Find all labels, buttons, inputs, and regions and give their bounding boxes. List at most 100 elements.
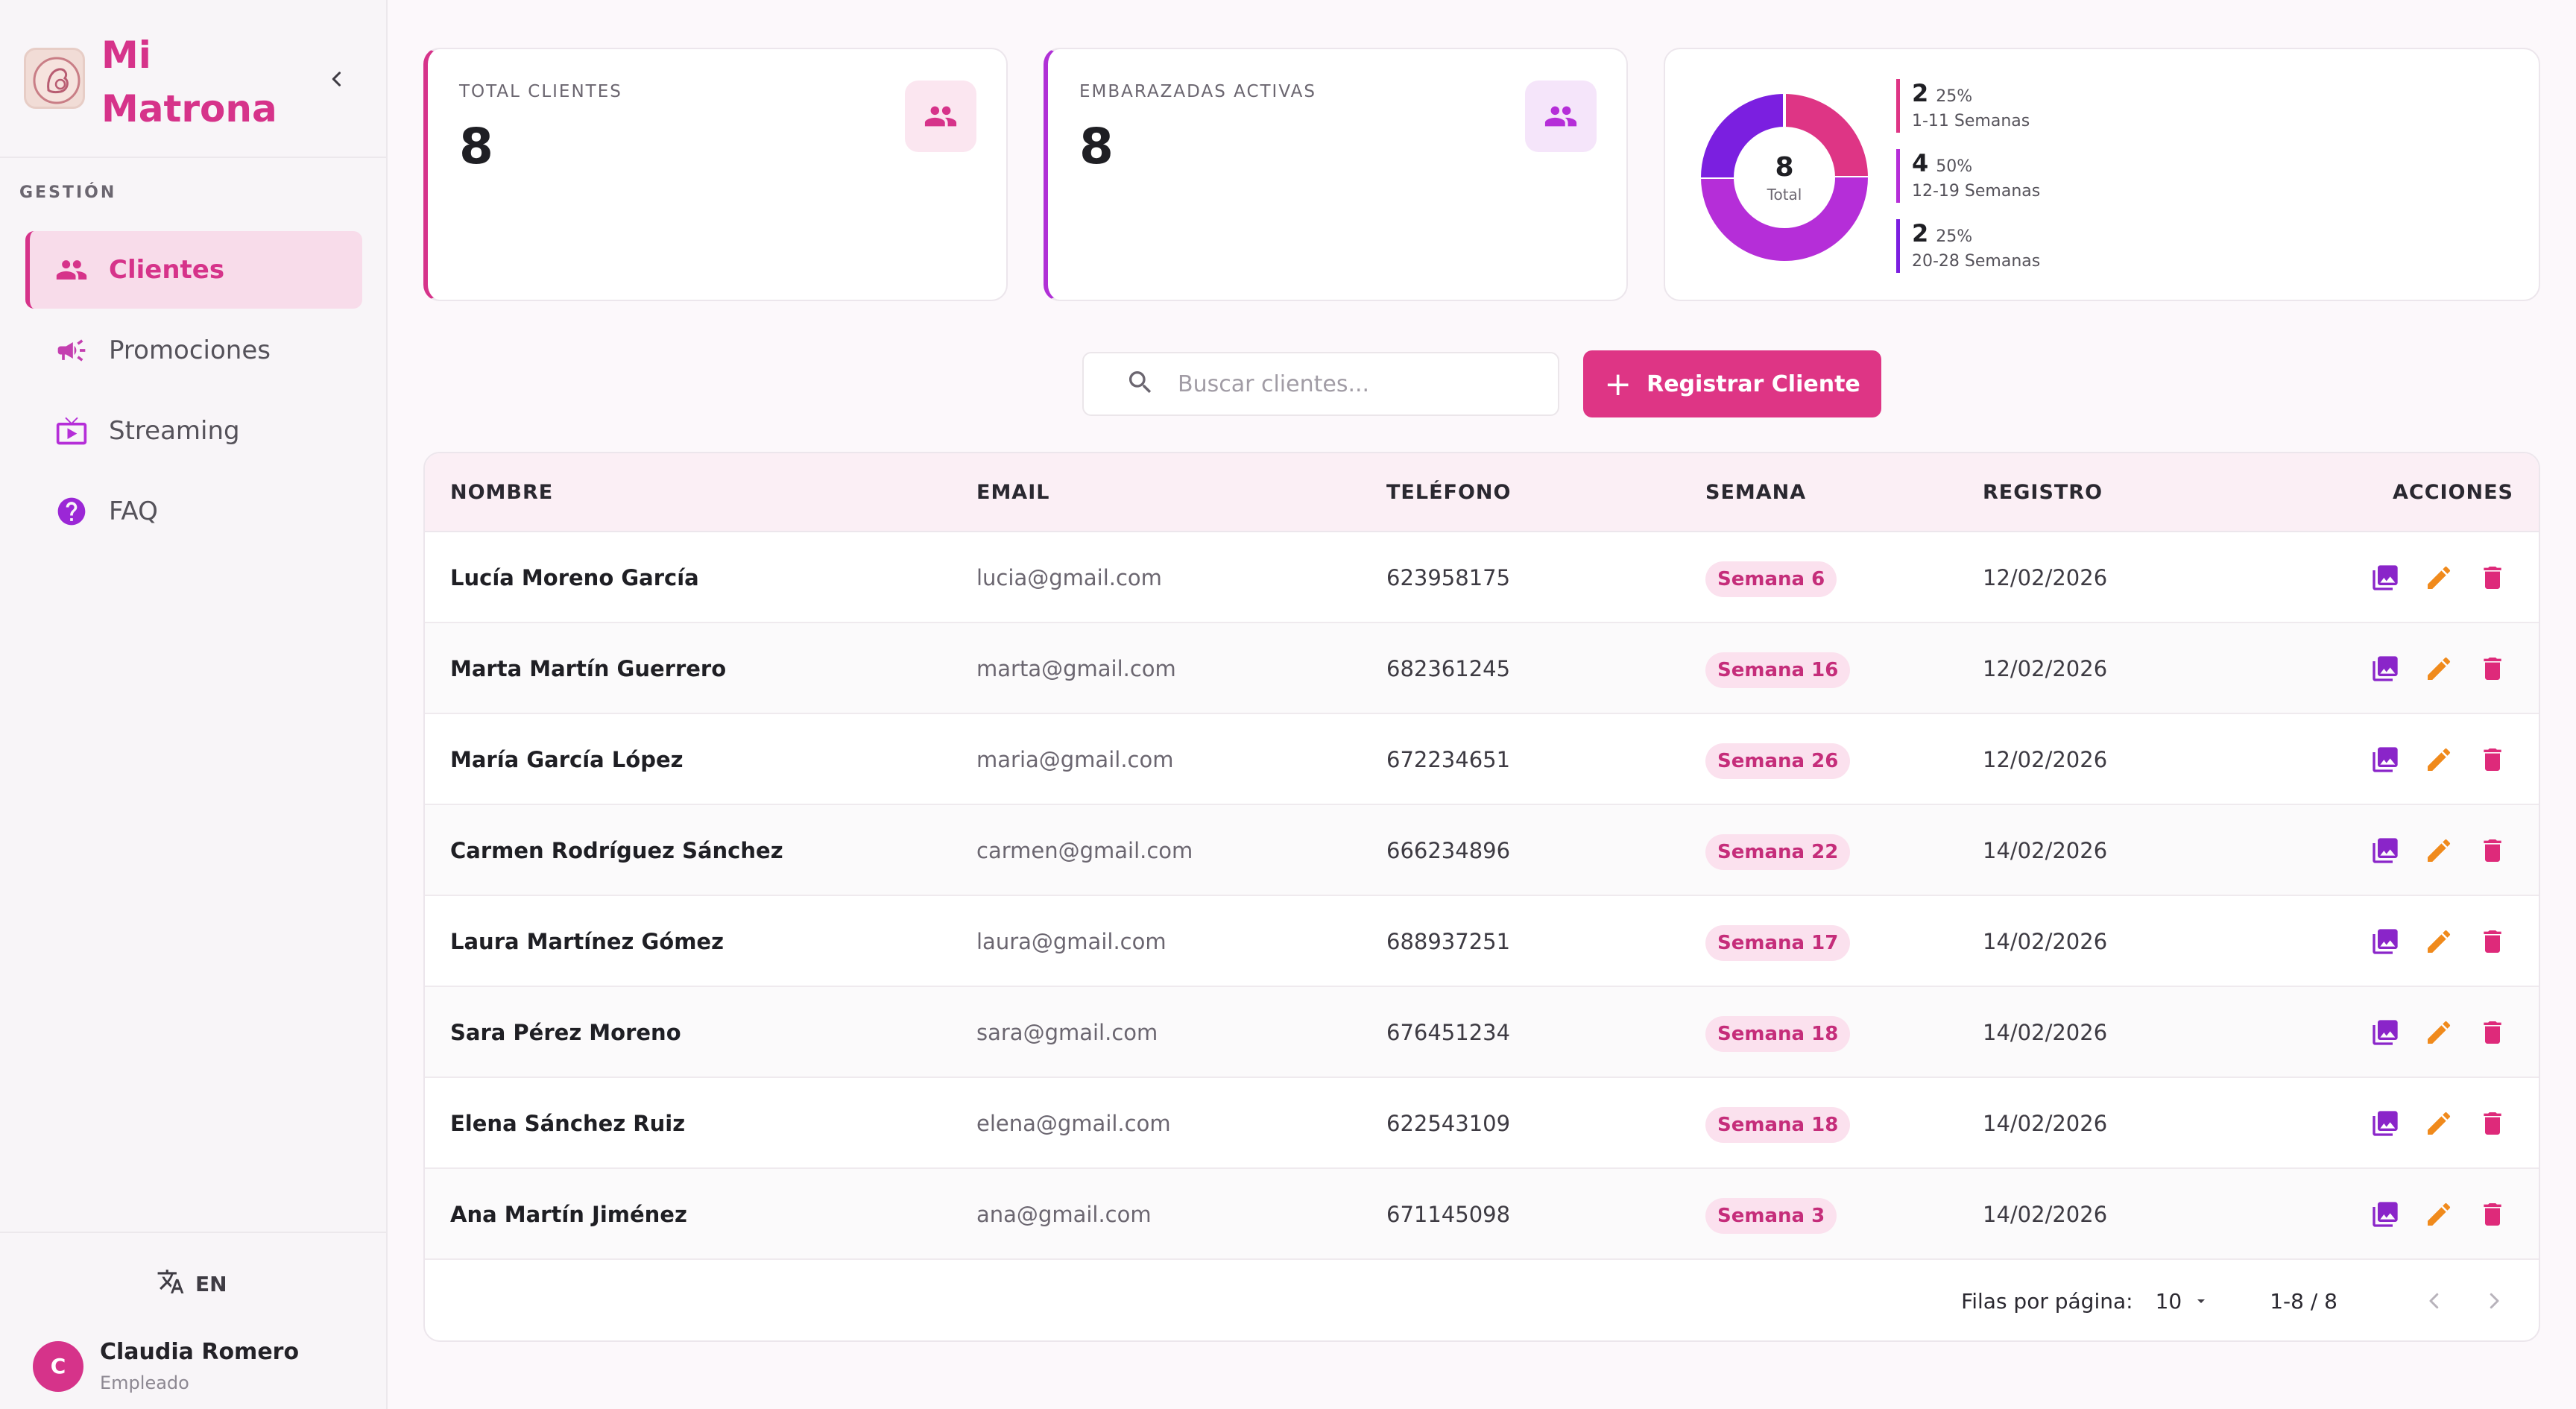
stat-label: TOTAL CLIENTES — [459, 82, 622, 101]
delete-trash-icon[interactable] — [2476, 1198, 2509, 1231]
photo-library-icon[interactable] — [2369, 743, 2402, 776]
sidebar-item-streaming[interactable]: Streaming — [25, 392, 362, 470]
edit-pencil-icon[interactable] — [2422, 834, 2455, 867]
client-phone: 623958175 — [1386, 565, 1511, 590]
chevron-left-icon — [2429, 1293, 2439, 1309]
edit-pencil-icon[interactable] — [2422, 561, 2455, 594]
divider — [0, 157, 386, 158]
photo-library-icon[interactable] — [2369, 1107, 2402, 1140]
search-input[interactable] — [1178, 371, 1535, 397]
row-actions — [2348, 1078, 2509, 1169]
table-row[interactable]: María García López maria@gmail.com 6722346… — [425, 714, 2539, 805]
edit-pencil-icon[interactable] — [2422, 1016, 2455, 1049]
donut-total-value: 8 — [1775, 151, 1794, 183]
photo-library-icon[interactable] — [2369, 652, 2402, 685]
row-actions — [2348, 714, 2509, 805]
delete-trash-icon[interactable] — [2476, 1016, 2509, 1049]
language-switch[interactable]: EN — [157, 1267, 227, 1301]
collapse-sidebar-button[interactable] — [321, 63, 353, 95]
next-page-button[interactable] — [2479, 1286, 2509, 1316]
column-header-email[interactable]: EMAIL — [976, 481, 1050, 504]
delete-trash-icon[interactable] — [2476, 834, 2509, 867]
rows-per-page-select[interactable]: 10 — [2156, 1289, 2211, 1314]
table-row[interactable]: Elena Sánchez Ruiz elena@gmail.com 6225431… — [425, 1078, 2539, 1169]
sidebar-item-faq[interactable]: FAQ — [25, 473, 362, 550]
delete-trash-icon[interactable] — [2476, 1107, 2509, 1140]
photo-library-icon[interactable] — [2369, 561, 2402, 594]
search-box[interactable] — [1082, 352, 1559, 416]
section-label: GESTIÓN — [19, 183, 117, 202]
table-row[interactable]: Ana Martín Jiménez ana@gmail.com 671145098… — [425, 1169, 2539, 1260]
donut-slice — [1701, 177, 1868, 261]
clients-table: NOMBRE EMAIL TELÉFONO SEMANA REGISTRO AC… — [423, 452, 2540, 1342]
delete-trash-icon[interactable] — [2476, 561, 2509, 594]
week-distribution-card: 8 Total 2 25% 1-11 Semanas 4 50% 12-19 S… — [1664, 48, 2540, 301]
client-phone: 622543109 — [1386, 1111, 1511, 1136]
chart-legend: 2 25% 1-11 Semanas 4 50% 12-19 Semanas 2… — [1896, 79, 2040, 289]
people-icon — [54, 252, 89, 288]
delete-trash-icon[interactable] — [2476, 652, 2509, 685]
edit-pencil-icon[interactable] — [2422, 652, 2455, 685]
translate-icon — [157, 1267, 185, 1301]
column-header-phone[interactable]: TELÉFONO — [1386, 481, 1512, 504]
client-registered-date: 14/02/2026 — [1983, 838, 2108, 863]
client-registered-date: 14/02/2026 — [1983, 1020, 2108, 1045]
legend-percent: 25% — [1936, 227, 1973, 246]
user-profile[interactable]: C Claudia Romero Empleado — [33, 1339, 299, 1393]
photo-library-icon[interactable] — [2369, 1016, 2402, 1049]
client-registered-date: 14/02/2026 — [1983, 1202, 2108, 1227]
table-row[interactable]: Marta Martín Guerrero marta@gmail.com 6823… — [425, 623, 2539, 714]
legend-count: 2 — [1912, 219, 1929, 248]
week-badge: Semana 18 — [1705, 1107, 1851, 1143]
user-role: Empleado — [100, 1372, 189, 1393]
sidebar-item-label: FAQ — [109, 497, 158, 526]
legend-percent: 25% — [1936, 87, 1973, 106]
photo-library-icon[interactable] — [2369, 1198, 2402, 1231]
table-row[interactable]: Lucía Moreno García lucia@gmail.com 623958… — [425, 532, 2539, 623]
client-name: María García López — [450, 747, 684, 772]
column-header-week[interactable]: SEMANA — [1705, 481, 1807, 504]
delete-trash-icon[interactable] — [2476, 743, 2509, 776]
legend-item: 2 25% 20-28 Semanas — [1896, 219, 2040, 273]
client-email: lucia@gmail.com — [976, 565, 1162, 590]
brand: Mi Matrona — [24, 28, 280, 136]
language-label: EN — [195, 1272, 227, 1296]
register-client-button[interactable]: + Registrar Cliente — [1583, 350, 1881, 417]
app-name: Mi Matrona — [101, 34, 277, 130]
donut-chart: 8 Total — [1695, 88, 1874, 267]
previous-page-button[interactable] — [2419, 1286, 2449, 1316]
row-actions — [2348, 1169, 2509, 1260]
column-header-registered[interactable]: REGISTRO — [1983, 481, 2103, 504]
donut-svg — [1701, 94, 1868, 261]
week-badge: Semana 6 — [1705, 561, 1837, 597]
column-header-actions: ACCIONES — [2392, 481, 2513, 504]
delete-trash-icon[interactable] — [2476, 925, 2509, 958]
people-icon — [905, 81, 976, 152]
pagination-range: 1-8 / 8 — [2270, 1288, 2337, 1314]
client-phone: 676451234 — [1386, 1020, 1511, 1045]
client-name: Carmen Rodríguez Sánchez — [450, 838, 783, 863]
legend-count: 2 — [1912, 79, 1929, 107]
legend-percent: 50% — [1936, 157, 1973, 176]
register-client-label: Registrar Cliente — [1647, 371, 1860, 397]
rows-per-page-value: 10 — [2155, 1288, 2182, 1314]
edit-pencil-icon[interactable] — [2422, 1198, 2455, 1231]
live-tv-icon — [54, 413, 89, 449]
table-row[interactable]: Carmen Rodríguez Sánchez carmen@gmail.com… — [425, 805, 2539, 896]
sidebar-item-label: Promociones — [109, 335, 271, 365]
sidebar-item-label: Streaming — [109, 416, 240, 446]
app-logo — [24, 48, 85, 109]
edit-pencil-icon[interactable] — [2422, 743, 2455, 776]
sidebar-item-clientes[interactable]: Clientes — [25, 231, 362, 309]
caret-down-icon — [2197, 1299, 2206, 1303]
edit-pencil-icon[interactable] — [2422, 925, 2455, 958]
column-header-name[interactable]: NOMBRE — [450, 481, 554, 504]
client-registered-date: 12/02/2026 — [1983, 565, 2108, 590]
photo-library-icon[interactable] — [2369, 834, 2402, 867]
table-row[interactable]: Laura Martínez Gómez laura@gmail.com 68893… — [425, 896, 2539, 987]
client-email: maria@gmail.com — [976, 747, 1174, 772]
sidebar-item-promociones[interactable]: Promociones — [25, 312, 362, 389]
photo-library-icon[interactable] — [2369, 925, 2402, 958]
edit-pencil-icon[interactable] — [2422, 1107, 2455, 1140]
table-row[interactable]: Sara Pérez Moreno sara@gmail.com 676451234… — [425, 987, 2539, 1078]
